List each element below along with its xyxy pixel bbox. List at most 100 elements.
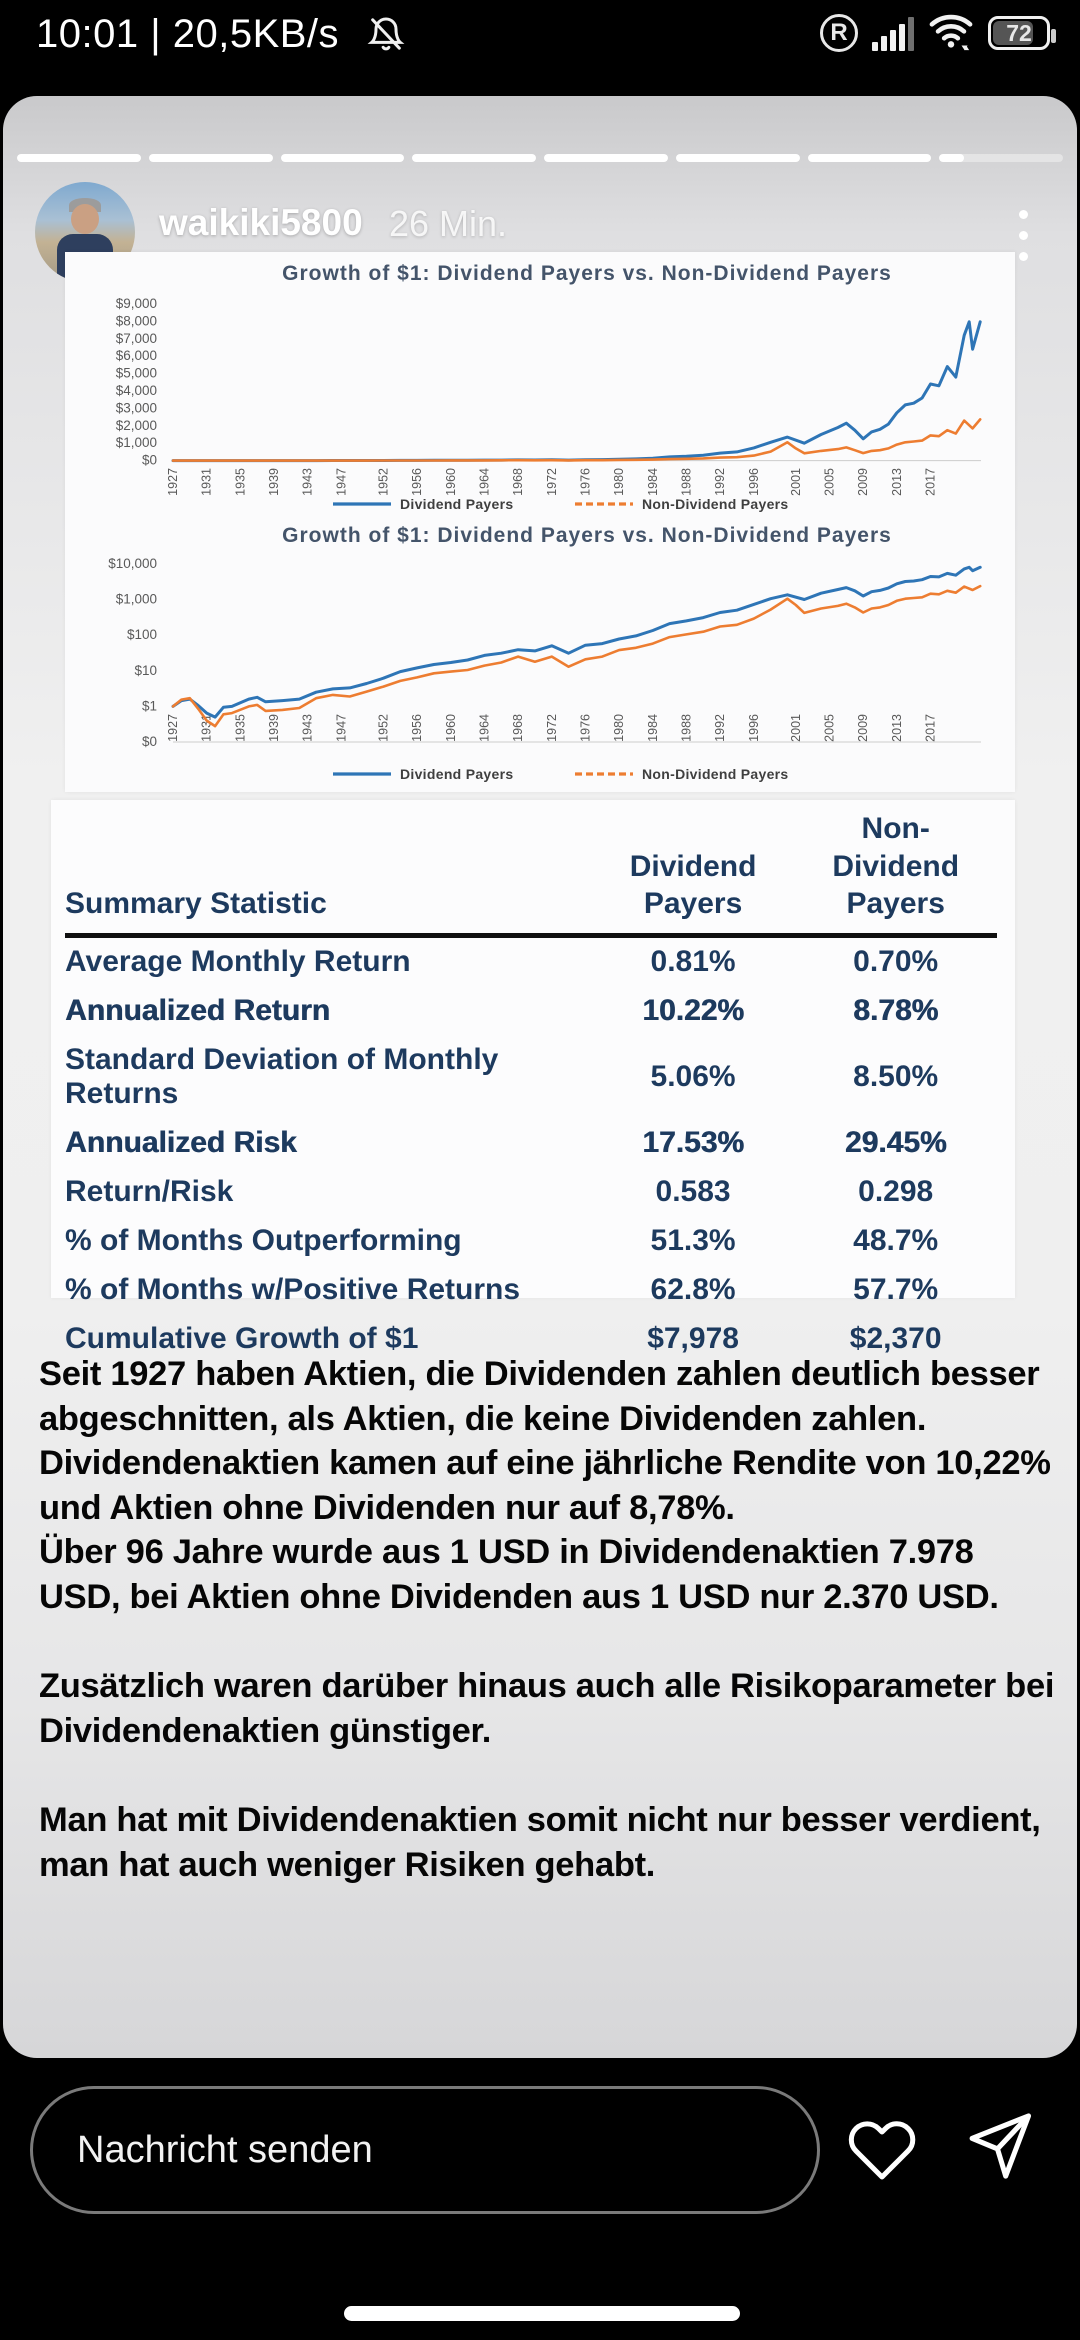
y-tick-label: $6,000: [116, 348, 157, 363]
kebab-menu-icon[interactable]: [1003, 200, 1043, 270]
x-tick-label: 1980: [612, 714, 626, 742]
table-row: Annualized Risk 17.53% 29.45%: [65, 1119, 997, 1168]
progress-segment: [280, 154, 405, 162]
x-tick-label: 1988: [679, 468, 693, 496]
x-tick-label: 1964: [477, 714, 491, 742]
x-tick-label: 2009: [856, 714, 870, 742]
growth-chart-linear: Growth of $1: Dividend Payers vs. Non-Di…: [116, 262, 982, 512]
stat-label: % of Months w/Positive Returns: [65, 1273, 521, 1306]
x-tick-label: 1943: [301, 714, 315, 742]
table-row: % of Months Outperforming 51.3% 48.7%: [65, 1217, 997, 1266]
table-row: Cumulative Growth of $1 $7,978 $2,370: [65, 1315, 997, 1364]
stat-label: Return/Risk: [65, 1175, 234, 1208]
battery-icon: 72: [988, 16, 1056, 50]
summary-statistics-table: Summary Statistic Dividend Payers Non- D…: [65, 810, 997, 1364]
stat-value-dividend: 51.3%: [650, 1224, 736, 1257]
series-dividend-payers: [171, 565, 982, 719]
progress-segment: [939, 154, 1063, 162]
x-tick-label: 1939: [267, 714, 281, 742]
time-and-network-speed: 10:01 | 20,5KB/s: [36, 12, 340, 56]
table-row: Standard Deviation of Monthly Returns 5.0…: [65, 1036, 997, 1119]
x-tick-label: 1972: [545, 468, 559, 496]
x-tick-label: 1968: [511, 468, 525, 496]
muted-bell-icon: [366, 14, 406, 59]
username[interactable]: waikiki5800: [159, 202, 363, 243]
x-tick-label: 1976: [578, 468, 592, 496]
series-non-dividend-payers: [171, 418, 982, 462]
share-icon[interactable]: [962, 2108, 1038, 2189]
story-progress-bar: [17, 154, 1063, 162]
growth-chart-log: Growth of $1: Dividend Payers vs. Non-Di…: [108, 524, 982, 782]
stat-value-dividend: 0.81%: [650, 945, 736, 978]
table-row: % of Months w/Positive Returns 62.8% 57.7%: [65, 1266, 997, 1315]
stat-value-non-dividend: 57.7%: [853, 1273, 939, 1306]
header-summary-statistic: Summary Statistic: [65, 887, 327, 920]
x-tick-label: 1972: [545, 714, 559, 742]
home-indicator[interactable]: [344, 2306, 740, 2321]
story-card[interactable]: waikiki5800 26 Min. Growth of $1: Divide…: [3, 96, 1077, 2058]
x-tick-label: 1927: [166, 714, 180, 742]
stat-value-non-dividend: 0.298: [858, 1175, 934, 1208]
x-tick-label: 1943: [301, 468, 315, 496]
legend-label: Non-Dividend Payers: [642, 766, 789, 782]
y-tick-label: $100: [127, 627, 157, 642]
chart-title: Growth of $1: Dividend Payers vs. Non-Di…: [282, 524, 892, 547]
caption-paragraph: Seit 1927 haben Aktien, die Dividenden z…: [39, 1355, 1051, 1616]
stat-value-non-dividend: 8.78%: [853, 994, 939, 1027]
charts-panel: Growth of $1: Dividend Payers vs. Non-Di…: [65, 252, 1015, 792]
stat-label: Standard Deviation of Monthly Returns: [65, 1043, 499, 1110]
header-dividend-payers: Dividend Payers: [629, 849, 757, 921]
stat-value-non-dividend: 29.45%: [844, 1126, 947, 1159]
x-tick-label: 1956: [410, 714, 424, 742]
y-tick-label: $7,000: [116, 331, 157, 346]
status-bar: 10:01 | 20,5KB/s R 72: [0, 0, 1080, 66]
stat-value-non-dividend: 8.50%: [853, 1060, 939, 1093]
message-input[interactable]: [30, 2086, 820, 2214]
y-tick-label: $4,000: [116, 383, 157, 398]
stat-value-non-dividend: $2,370: [849, 1322, 942, 1355]
heart-icon[interactable]: [846, 2114, 918, 2187]
y-tick-label: $9,000: [116, 296, 157, 311]
y-tick-label: $8,000: [116, 313, 157, 328]
stat-label: Average Monthly Return: [65, 945, 411, 978]
x-tick-label: 1931: [200, 468, 214, 496]
posted-ago-timestamp: 26 Min.: [389, 203, 508, 244]
stat-label: Annualized Risk: [65, 1126, 297, 1159]
roaming-r-icon: R: [820, 14, 858, 52]
stat-value-dividend: 5.06%: [650, 1060, 736, 1093]
x-tick-label: 1952: [376, 714, 390, 742]
x-tick-label: 1939: [267, 468, 281, 496]
story-caption: Seit 1927 haben Aktien, die Dividenden z…: [39, 1352, 1057, 1932]
y-tick-label: $1,000: [116, 435, 157, 450]
progress-segment: [544, 154, 668, 162]
x-tick-label: 1947: [334, 714, 348, 742]
battery-fill: [993, 21, 1034, 45]
caption-paragraph: Man hat mit Dividendenaktien somit nicht…: [39, 1801, 1041, 1884]
progress-segment: [17, 154, 141, 162]
x-tick-label: 1964: [477, 468, 491, 496]
x-tick-label: 1988: [679, 714, 693, 742]
y-tick-label: $10: [134, 663, 157, 678]
y-tick-label: $2,000: [116, 418, 157, 433]
stat-label: Cumulative Growth of $1: [65, 1322, 419, 1355]
caption-paragraph: Zusätzlich waren darüber hinaus auch all…: [39, 1667, 1055, 1750]
x-tick-label: 1947: [334, 468, 348, 496]
summary-statistics-panel: Summary Statistic Dividend Payers Non- D…: [51, 800, 1015, 1355]
legend-label: Dividend Payers: [400, 496, 513, 512]
stat-label: % of Months Outperforming: [65, 1224, 462, 1257]
legend-label: Non-Dividend Payers: [642, 496, 789, 512]
progress-segment: [675, 154, 800, 162]
y-tick-label: $1: [142, 698, 157, 713]
x-tick-label: 1996: [747, 714, 761, 742]
x-tick-label: 2017: [924, 468, 938, 496]
x-tick-label: 1935: [233, 468, 247, 496]
stat-label: Annualized Return: [65, 994, 331, 1027]
x-tick-label: 1952: [376, 468, 390, 496]
x-tick-label: 1996: [747, 468, 761, 496]
table-row: Annualized Return 10.22% 8.78%: [65, 987, 997, 1036]
x-tick-label: 2013: [890, 468, 904, 496]
x-tick-label: 2005: [823, 468, 837, 496]
x-tick-label: 1935: [233, 714, 247, 742]
x-tick-label: 1968: [511, 714, 525, 742]
progress-segment: [148, 154, 273, 162]
